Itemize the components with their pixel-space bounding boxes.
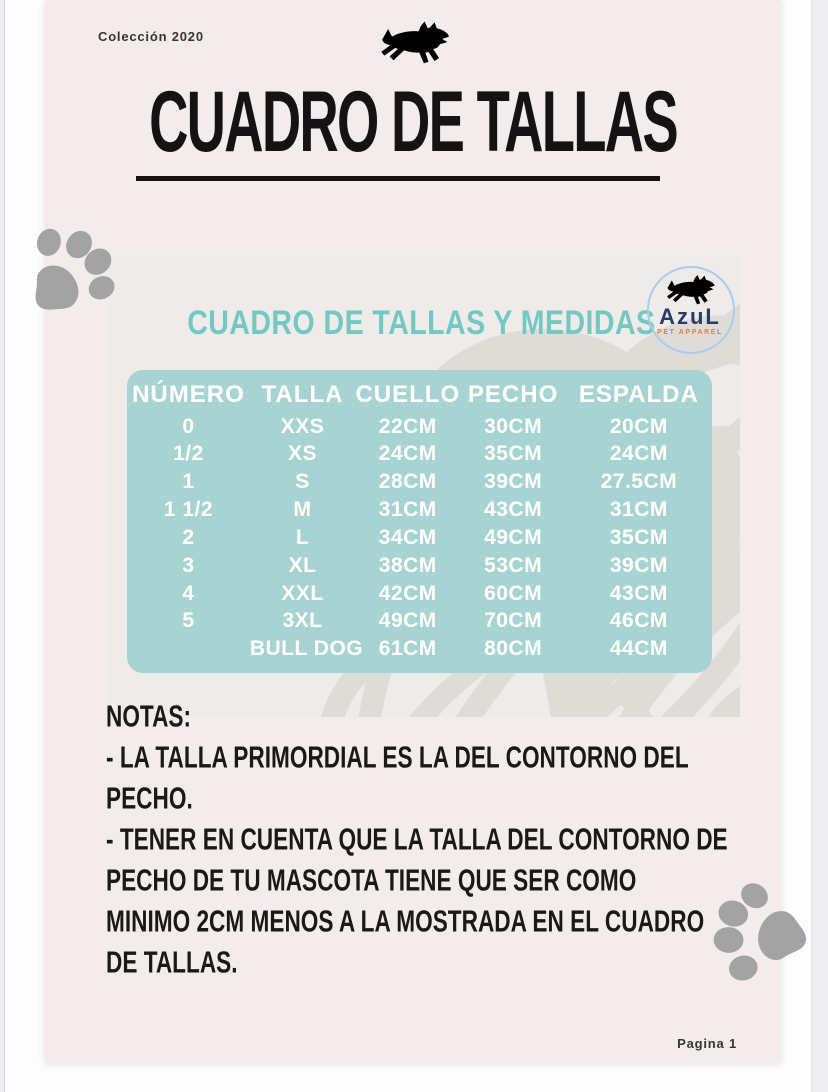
- table-row: 5 3XL 49CM 70CM 46CM: [127, 607, 712, 635]
- cell: 53CM: [484, 553, 543, 577]
- column-header: NÚMERO: [132, 381, 245, 409]
- cell: 2: [182, 525, 195, 549]
- column-header: TALLA: [261, 381, 344, 409]
- column-header: PECHO: [467, 381, 559, 409]
- note-line: MINIMO 2CM MENOS A LA MOSTRADA EN EL CUA…: [106, 905, 705, 939]
- cell: 80CM: [484, 637, 543, 661]
- cell: 49CM: [484, 525, 543, 549]
- notes-heading: NOTAS:: [106, 700, 192, 734]
- cell: 5: [182, 609, 195, 633]
- table-row: BULL DOG 61CM 80CM 44CM: [127, 635, 712, 663]
- cell: XXS: [280, 414, 325, 438]
- cell: 20CM: [609, 414, 668, 438]
- cell: 34CM: [378, 525, 437, 549]
- logo-name: AzuL: [659, 304, 721, 329]
- table-row: 1 S 28CM 39CM 27.5CM: [127, 468, 712, 496]
- cell: 31CM: [609, 498, 668, 522]
- cell: 0: [182, 414, 195, 438]
- cell: 43CM: [609, 581, 668, 605]
- cell: 1 1/2: [163, 498, 214, 522]
- cell: 1: [182, 470, 195, 494]
- cell: XXL: [281, 581, 324, 605]
- cell: S: [295, 470, 310, 494]
- size-table: NÚMERO TALLA CUELLO PECHO ESPALDA 0 XXS …: [127, 370, 712, 673]
- cell: 60CM: [484, 581, 543, 605]
- note-line: - TENER EN CUENTA QUE LA TALLA DEL CONTO…: [106, 823, 728, 857]
- cell: 27.5CM: [600, 470, 678, 494]
- cell: 44CM: [609, 637, 668, 661]
- viewer-scrollbar-track[interactable]: [811, 0, 828, 1092]
- cell: 42CM: [378, 581, 437, 605]
- cell: 49CM: [378, 609, 437, 633]
- cell: 30CM: [484, 414, 543, 438]
- notes-section: NOTAS: - LA TALLA PRIMORDIAL ES LA DEL C…: [106, 697, 828, 984]
- paw-print-icon: [705, 877, 821, 993]
- document-page: Colección 2020 CUADRO DE TALLAS: [45, 0, 781, 1063]
- cell: L: [295, 525, 310, 549]
- viewer-left-edge: [0, 0, 5, 1092]
- note-line: - LA TALLA PRIMORDIAL ES LA DEL CONTORNO…: [106, 741, 689, 775]
- cell: 35CM: [609, 525, 668, 549]
- cell: 35CM: [484, 442, 543, 466]
- cell: 1/2: [173, 442, 204, 466]
- cell: 3: [182, 553, 195, 577]
- cell: 39CM: [609, 553, 668, 577]
- cell: XL: [288, 553, 317, 577]
- cell: M: [293, 498, 312, 522]
- note-line: PECHO DE TU MASCOTA TIENE QUE SER COMO: [106, 864, 637, 898]
- cell: 28CM: [378, 470, 437, 494]
- card-title: CUADRO DE TALLAS Y MEDIDAS: [187, 302, 656, 343]
- cell: BULL DOG: [249, 637, 364, 661]
- cell: 4: [182, 581, 195, 605]
- cell: XS: [287, 442, 317, 466]
- table-row: 1 1/2 M 31CM 43CM 31CM: [127, 496, 712, 524]
- jumping-dog-icon: [663, 275, 717, 306]
- cell: 31CM: [378, 498, 437, 522]
- jumping-dog-icon: [376, 21, 452, 66]
- cell: 46CM: [609, 609, 668, 633]
- page-number: Pagina 1: [677, 1036, 737, 1051]
- table-row: 2 L 34CM 49CM 35CM: [127, 524, 712, 552]
- table-row: 0 XXS 22CM 30CM 20CM: [127, 413, 712, 441]
- note-line: DE TALLAS.: [106, 946, 238, 980]
- logo-tagline: PET APPAREL: [657, 329, 723, 336]
- cell: 70CM: [484, 609, 543, 633]
- table-header-row: NÚMERO TALLA CUELLO PECHO ESPALDA: [127, 378, 712, 413]
- cell: 22CM: [378, 414, 437, 438]
- cell: 39CM: [484, 470, 543, 494]
- cell: 3XL: [282, 609, 323, 633]
- cell: 24CM: [609, 442, 668, 466]
- table-row: 3 XL 38CM 53CM 39CM: [127, 552, 712, 580]
- note-line: PECHO.: [106, 782, 193, 816]
- title-underline: [136, 176, 660, 181]
- cell: 43CM: [484, 498, 543, 522]
- cell: 38CM: [378, 553, 437, 577]
- cell: 24CM: [378, 442, 437, 466]
- brand-logo: AzuL PET APPAREL: [638, 263, 742, 367]
- table-row: 1/2 XS 24CM 35CM 24CM: [127, 441, 712, 469]
- column-header: CUELLO: [355, 381, 461, 409]
- size-chart-card: CUADRO DE TALLAS Y MEDIDAS AzuL PET APPA…: [110, 255, 740, 717]
- table-row: 4 XXL 42CM 60CM 43CM: [127, 580, 712, 608]
- cell: 61CM: [378, 637, 437, 661]
- logo-ring: [647, 266, 735, 354]
- column-header: ESPALDA: [578, 381, 699, 409]
- page-title: CUADRO DE TALLAS: [149, 72, 679, 170]
- collection-label: Colección 2020: [98, 29, 204, 44]
